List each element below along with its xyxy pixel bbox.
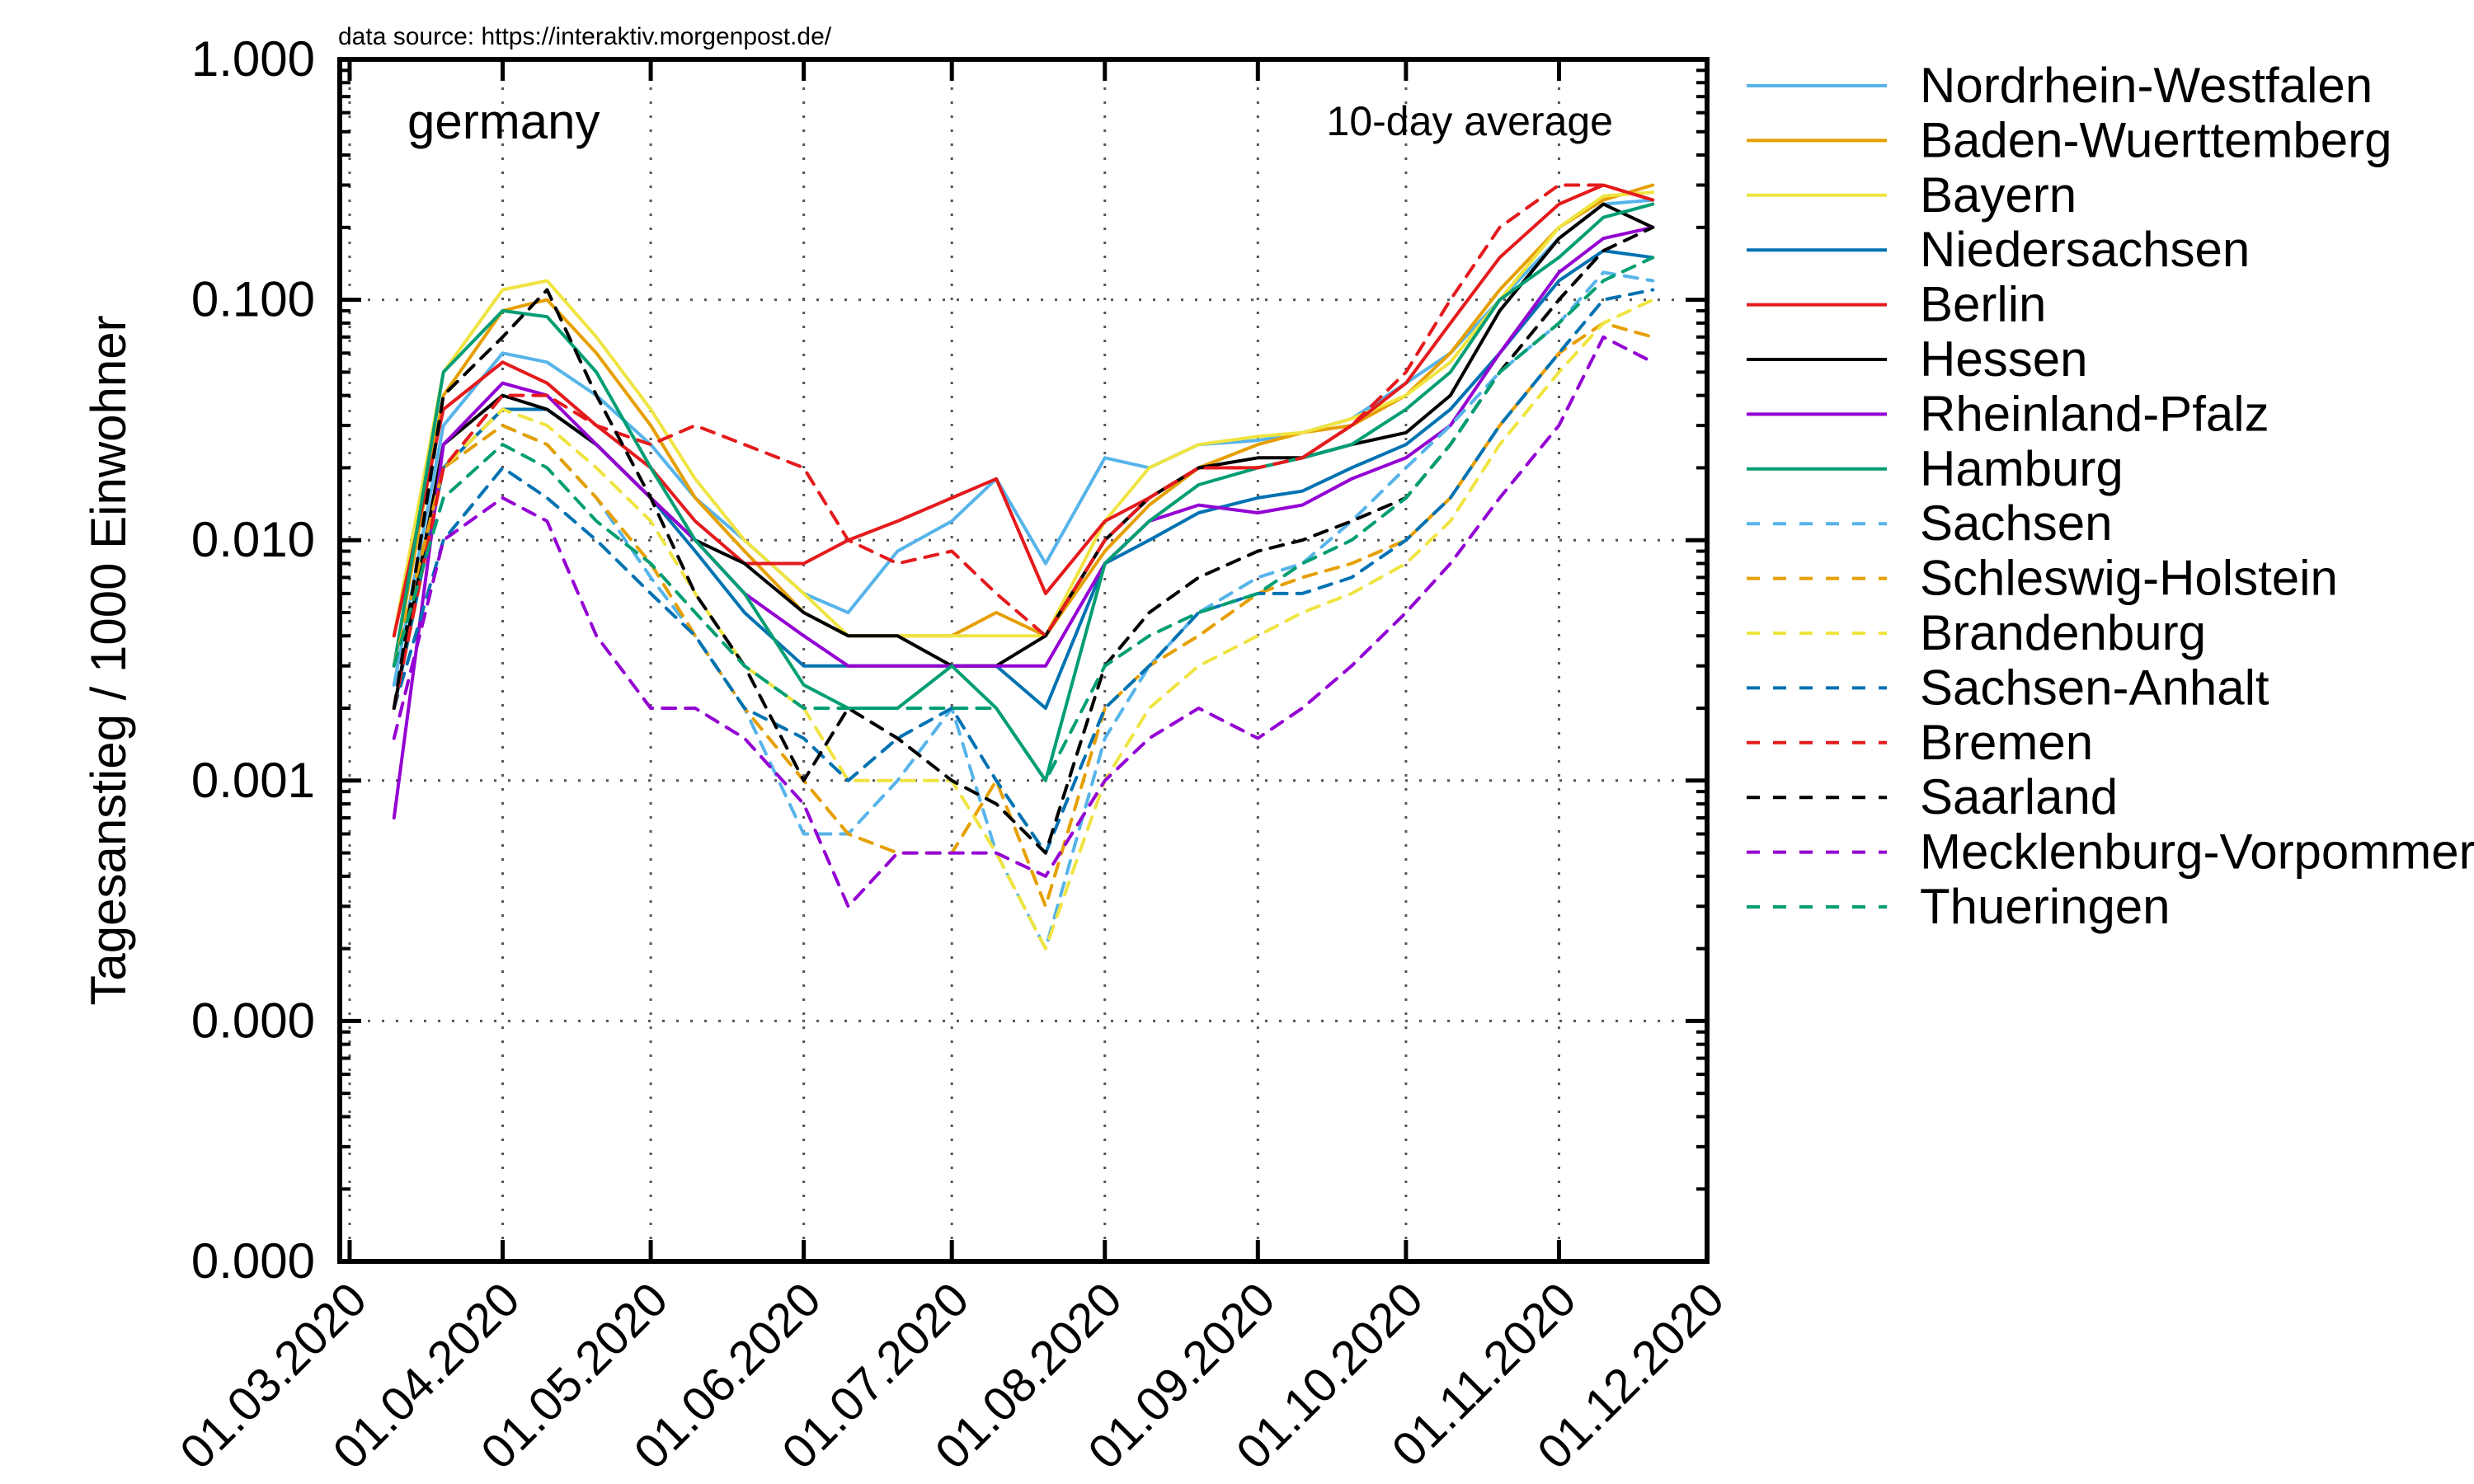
legend-label: Bremen [1920,715,2093,770]
y-tick-label: 0.100 [191,272,315,327]
chart-title: germany [407,94,600,149]
series-line [392,298,1655,951]
y-tick-label: 0.000 [191,993,315,1048]
series-line [392,335,1655,909]
series-lines [392,183,1655,951]
series-line [392,183,1655,638]
series-line [392,202,1655,782]
y-tick-label: 1.000 [191,31,315,87]
legend-label: Saarland [1920,769,2118,824]
plot-frame [337,57,1710,1264]
legend: Nordrhein-WestfalenBaden-WuerttembergBay… [1747,58,2474,934]
legend-label: Baden-Wuerttemberg [1920,112,2392,167]
y-tick-label: 0.001 [191,753,315,808]
source-note: data source: https://interaktiv.morgenpo… [338,23,832,50]
legend-label: Nordrhein-Westfalen [1920,58,2373,113]
legend-label: Niedersachsen [1920,222,2250,277]
legend-label: Sachsen [1920,495,2113,551]
legend-label: Berlin [1920,277,2046,332]
legend-label: Thueringen [1920,879,2171,934]
series-line [392,183,1655,668]
series-line [392,190,1655,638]
legend-label: Brandenburg [1920,605,2206,660]
series-line [392,198,1655,687]
legend-label: Hamburg [1920,441,2124,496]
legend-label: Schleswig-Holstein [1920,551,2338,606]
y-tick-label: 0.000 [191,1233,315,1289]
grid [340,59,1707,1261]
legend-label: Sachsen-Anhalt [1920,660,2269,715]
y-axis-label: Tagesanstieg / 1000 Einwohner [81,315,136,1005]
chart-subtitle: 10-day average [1327,98,1613,144]
legend-label: Hessen [1920,331,2087,387]
legend-label: Bayern [1920,167,2077,223]
y-tick-label: 0.010 [191,512,315,567]
legend-label: Rheinland-Pfalz [1920,386,2269,441]
series-line [392,225,1655,855]
legend-label: Mecklenburg-Vorpommern [1920,824,2474,880]
series-line [392,288,1655,855]
series-line [392,183,1655,710]
